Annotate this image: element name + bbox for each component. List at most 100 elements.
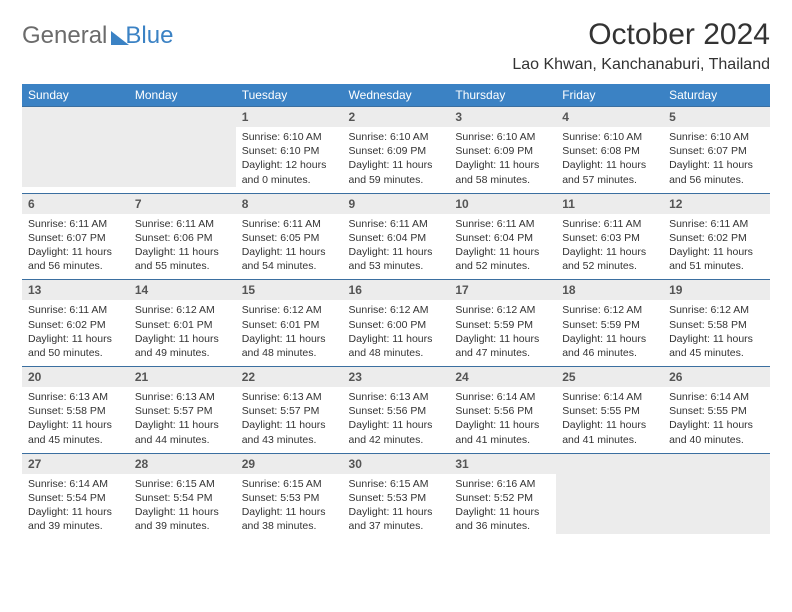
day-header: Tuesday [236,84,343,107]
day-details: Sunrise: 6:12 AMSunset: 5:58 PMDaylight:… [663,300,770,366]
day-details: Sunrise: 6:12 AMSunset: 5:59 PMDaylight:… [449,300,556,366]
day-number: 7 [129,194,236,214]
calendar-week-row: 6Sunrise: 6:11 AMSunset: 6:07 PMDaylight… [22,193,770,280]
day-details: Sunrise: 6:11 AMSunset: 6:03 PMDaylight:… [556,214,663,280]
calendar-day-cell: 10Sunrise: 6:11 AMSunset: 6:04 PMDayligh… [449,193,556,280]
day-details: Sunrise: 6:16 AMSunset: 5:52 PMDaylight:… [449,474,556,540]
calendar-day-cell: 17Sunrise: 6:12 AMSunset: 5:59 PMDayligh… [449,280,556,367]
calendar-empty-cell [129,107,236,194]
day-number: 26 [663,367,770,387]
day-number: 21 [129,367,236,387]
calendar-day-cell: 2Sunrise: 6:10 AMSunset: 6:09 PMDaylight… [343,107,450,194]
day-number: 31 [449,454,556,474]
day-number [22,107,129,127]
logo-text-general: General [22,22,107,50]
day-details: Sunrise: 6:11 AMSunset: 6:02 PMDaylight:… [663,214,770,280]
day-details: Sunrise: 6:12 AMSunset: 5:59 PMDaylight:… [556,300,663,366]
day-number: 27 [22,454,129,474]
calendar-day-cell: 14Sunrise: 6:12 AMSunset: 6:01 PMDayligh… [129,280,236,367]
calendar-week-row: 27Sunrise: 6:14 AMSunset: 5:54 PMDayligh… [22,453,770,539]
day-number: 20 [22,367,129,387]
title-block: October 2024 Lao Khwan, Kanchanaburi, Th… [512,18,770,80]
day-header-row: SundayMondayTuesdayWednesdayThursdayFrid… [22,84,770,107]
day-number: 30 [343,454,450,474]
calendar-day-cell: 30Sunrise: 6:15 AMSunset: 5:53 PMDayligh… [343,453,450,539]
calendar-day-cell: 20Sunrise: 6:13 AMSunset: 5:58 PMDayligh… [22,367,129,454]
day-details: Sunrise: 6:11 AMSunset: 6:07 PMDaylight:… [22,214,129,280]
day-details: Sunrise: 6:10 AMSunset: 6:07 PMDaylight:… [663,127,770,193]
day-details: Sunrise: 6:12 AMSunset: 6:00 PMDaylight:… [343,300,450,366]
day-header: Monday [129,84,236,107]
day-details: Sunrise: 6:11 AMSunset: 6:02 PMDaylight:… [22,300,129,366]
day-number: 10 [449,194,556,214]
calendar-day-cell: 19Sunrise: 6:12 AMSunset: 5:58 PMDayligh… [663,280,770,367]
day-number: 2 [343,107,450,127]
day-number: 23 [343,367,450,387]
calendar-day-cell: 12Sunrise: 6:11 AMSunset: 6:02 PMDayligh… [663,193,770,280]
logo-text-blue: Blue [125,22,173,50]
day-header: Saturday [663,84,770,107]
day-details [556,474,663,534]
day-details: Sunrise: 6:13 AMSunset: 5:57 PMDaylight:… [236,387,343,453]
day-number: 6 [22,194,129,214]
day-number: 25 [556,367,663,387]
day-header: Friday [556,84,663,107]
day-details: Sunrise: 6:11 AMSunset: 6:06 PMDaylight:… [129,214,236,280]
day-number: 1 [236,107,343,127]
day-number: 28 [129,454,236,474]
calendar-day-cell: 6Sunrise: 6:11 AMSunset: 6:07 PMDaylight… [22,193,129,280]
day-number: 12 [663,194,770,214]
day-details: Sunrise: 6:14 AMSunset: 5:54 PMDaylight:… [22,474,129,540]
day-details: Sunrise: 6:13 AMSunset: 5:57 PMDaylight:… [129,387,236,453]
day-number [556,454,663,474]
location-subtitle: Lao Khwan, Kanchanaburi, Thailand [512,56,770,74]
day-number [663,454,770,474]
day-number: 22 [236,367,343,387]
day-details: Sunrise: 6:14 AMSunset: 5:55 PMDaylight:… [556,387,663,453]
day-number: 13 [22,280,129,300]
calendar-day-cell: 29Sunrise: 6:15 AMSunset: 5:53 PMDayligh… [236,453,343,539]
day-details: Sunrise: 6:11 AMSunset: 6:04 PMDaylight:… [343,214,450,280]
day-details: Sunrise: 6:15 AMSunset: 5:54 PMDaylight:… [129,474,236,540]
calendar-table: SundayMondayTuesdayWednesdayThursdayFrid… [22,84,770,539]
day-details: Sunrise: 6:13 AMSunset: 5:56 PMDaylight:… [343,387,450,453]
calendar-day-cell: 5Sunrise: 6:10 AMSunset: 6:07 PMDaylight… [663,107,770,194]
day-details: Sunrise: 6:15 AMSunset: 5:53 PMDaylight:… [236,474,343,540]
day-details: Sunrise: 6:15 AMSunset: 5:53 PMDaylight:… [343,474,450,540]
day-number: 29 [236,454,343,474]
day-details: Sunrise: 6:13 AMSunset: 5:58 PMDaylight:… [22,387,129,453]
calendar-day-cell: 16Sunrise: 6:12 AMSunset: 6:00 PMDayligh… [343,280,450,367]
day-details: Sunrise: 6:10 AMSunset: 6:08 PMDaylight:… [556,127,663,193]
day-number: 8 [236,194,343,214]
calendar-day-cell: 4Sunrise: 6:10 AMSunset: 6:08 PMDaylight… [556,107,663,194]
logo-triangle-icon [111,31,129,45]
calendar-day-cell: 23Sunrise: 6:13 AMSunset: 5:56 PMDayligh… [343,367,450,454]
day-number: 3 [449,107,556,127]
calendar-day-cell: 21Sunrise: 6:13 AMSunset: 5:57 PMDayligh… [129,367,236,454]
day-number: 15 [236,280,343,300]
calendar-day-cell: 9Sunrise: 6:11 AMSunset: 6:04 PMDaylight… [343,193,450,280]
day-details: Sunrise: 6:12 AMSunset: 6:01 PMDaylight:… [236,300,343,366]
calendar-week-row: 1Sunrise: 6:10 AMSunset: 6:10 PMDaylight… [22,107,770,194]
calendar-empty-cell [556,453,663,539]
day-header: Sunday [22,84,129,107]
day-details: Sunrise: 6:14 AMSunset: 5:56 PMDaylight:… [449,387,556,453]
calendar-day-cell: 18Sunrise: 6:12 AMSunset: 5:59 PMDayligh… [556,280,663,367]
day-number: 4 [556,107,663,127]
calendar-day-cell: 8Sunrise: 6:11 AMSunset: 6:05 PMDaylight… [236,193,343,280]
calendar-day-cell: 13Sunrise: 6:11 AMSunset: 6:02 PMDayligh… [22,280,129,367]
month-title: October 2024 [512,18,770,52]
calendar-day-cell: 31Sunrise: 6:16 AMSunset: 5:52 PMDayligh… [449,453,556,539]
day-number: 19 [663,280,770,300]
calendar-day-cell: 26Sunrise: 6:14 AMSunset: 5:55 PMDayligh… [663,367,770,454]
day-details [22,127,129,187]
day-number: 17 [449,280,556,300]
day-details: Sunrise: 6:11 AMSunset: 6:05 PMDaylight:… [236,214,343,280]
logo: General Blue [22,18,173,50]
day-header: Thursday [449,84,556,107]
day-details: Sunrise: 6:10 AMSunset: 6:09 PMDaylight:… [343,127,450,193]
day-number [129,107,236,127]
day-number: 9 [343,194,450,214]
day-details: Sunrise: 6:11 AMSunset: 6:04 PMDaylight:… [449,214,556,280]
calendar-empty-cell [22,107,129,194]
